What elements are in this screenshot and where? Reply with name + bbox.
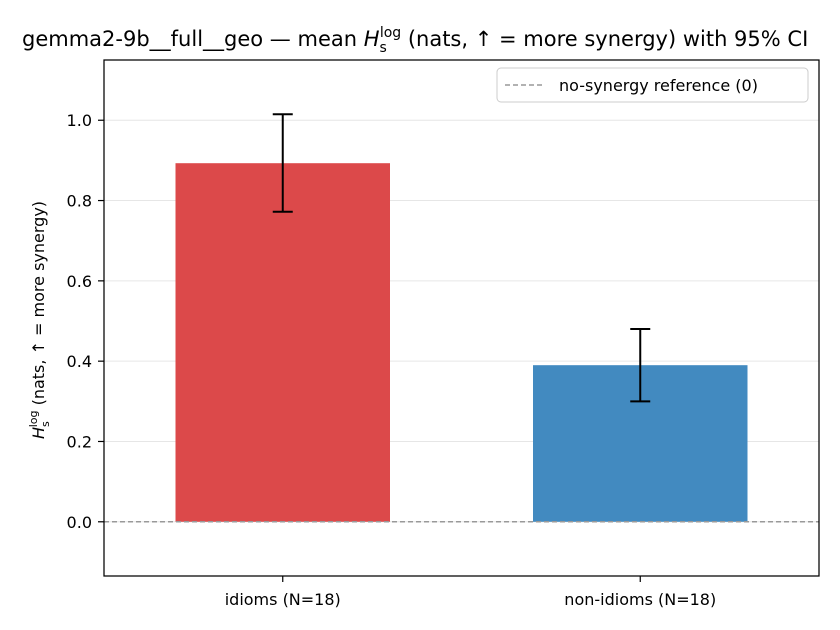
y-tick-label: 0.6 xyxy=(67,272,92,291)
bars xyxy=(175,163,748,522)
chart-title: gemma2-9b__full__geo — mean Hslog (nats,… xyxy=(22,25,808,56)
title-subscript: s xyxy=(380,40,387,56)
legend-frame xyxy=(496,67,809,103)
x-tick-label: idioms (N=18) xyxy=(225,590,341,609)
y-tick-label: 0.4 xyxy=(67,352,92,371)
y-tick-label: 0.0 xyxy=(67,513,92,532)
bar xyxy=(175,163,390,522)
plot-frame xyxy=(103,59,820,577)
y-tick-label: 1.0 xyxy=(67,111,92,130)
y-tick-label: 0.2 xyxy=(67,432,92,451)
y-tick-label: 0.8 xyxy=(67,192,92,211)
y-axis-label: Hslog (nats, ↑ = more synergy) xyxy=(27,201,52,439)
ylabel-subscript: s xyxy=(39,421,52,427)
ylabel-superscript: log xyxy=(27,410,40,427)
legend-label: no-synergy reference (0) xyxy=(559,76,758,95)
ylabel-suffix: (nats, ↑ = more synergy) xyxy=(29,201,48,411)
x-tick-label: non-idioms (N=18) xyxy=(564,590,716,609)
title-prefix: gemma2-9b__full__geo — mean xyxy=(22,27,364,52)
title-superscript: log xyxy=(380,25,401,41)
x-axis-ticks: idioms (N=18) non-idioms (N=18) xyxy=(225,576,716,609)
y-axis-ticks: 0.0 0.2 0.4 0.6 0.8 1.0 xyxy=(67,111,104,532)
error-bars xyxy=(272,113,651,403)
title-symbol: H xyxy=(364,27,380,51)
ylabel-symbol: H xyxy=(29,427,48,439)
legend: no-synergy reference (0) xyxy=(496,67,809,103)
title-suffix: (nats, ↑ = more synergy) with 95% CI xyxy=(401,27,808,51)
